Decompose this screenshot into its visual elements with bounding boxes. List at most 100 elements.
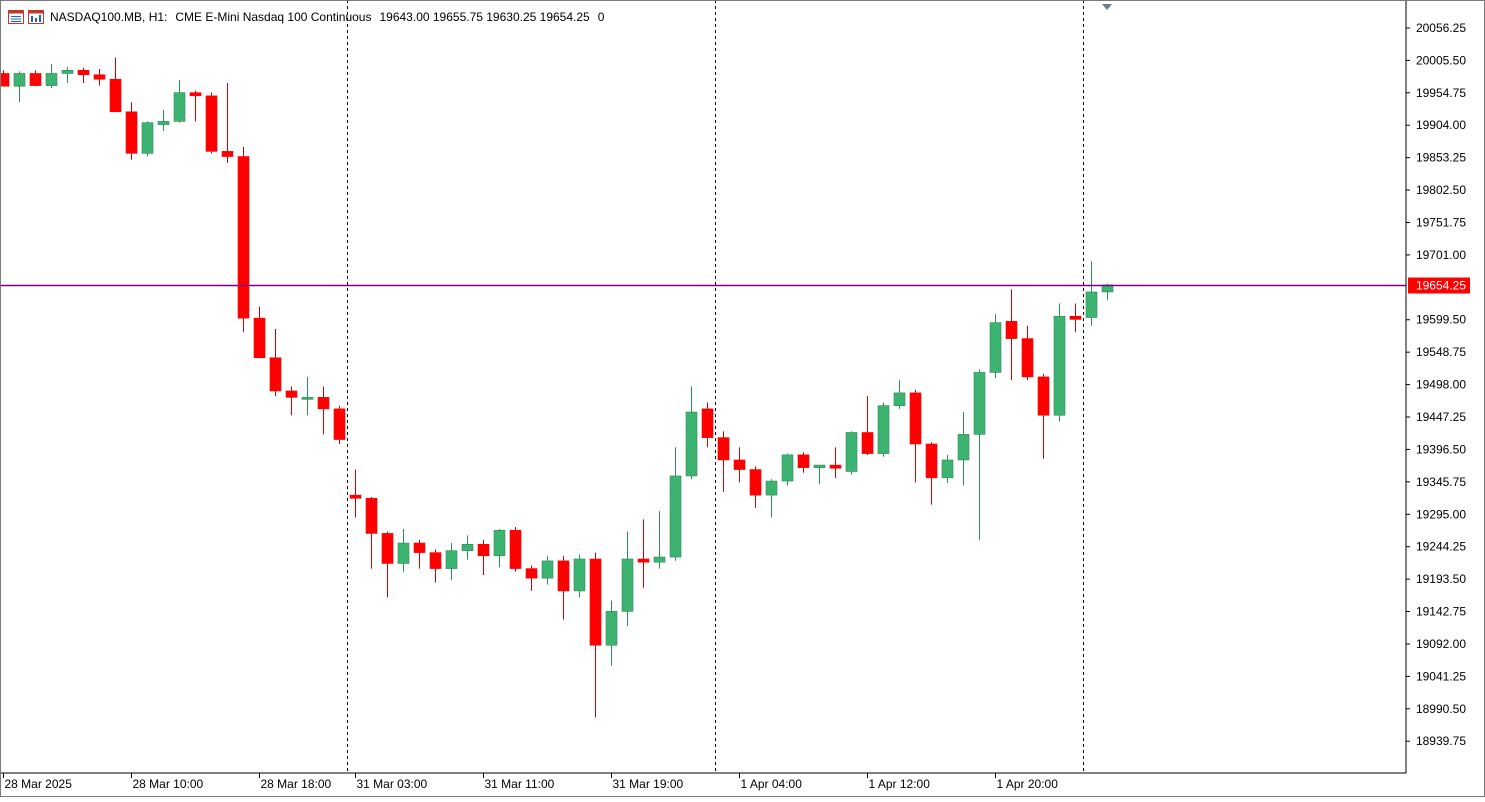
candle-body — [317, 397, 330, 410]
candle — [157, 109, 170, 131]
candle — [1005, 289, 1018, 381]
candle — [125, 102, 138, 160]
symbol-timeframe: NASDAQ100.MB, H1: — [50, 10, 168, 24]
candle-body — [989, 322, 1002, 373]
price-tick-label: 19599.50 — [1416, 313, 1466, 327]
candle — [733, 447, 746, 483]
candle — [989, 314, 1002, 379]
candle — [765, 479, 778, 518]
candle-body — [397, 542, 410, 564]
candle — [237, 146, 250, 333]
candle — [1021, 325, 1034, 381]
time-axis[interactable]: 28 Mar 2025 28 Mar 10:00 28 Mar 18:00 31 Ma… — [3, 773, 1059, 791]
candle-body — [685, 411, 698, 477]
candle-body — [973, 372, 986, 435]
price-axis[interactable]: 20056.25 20005.50 19954.75 19904.00 19853.25… — [1406, 21, 1466, 748]
candle-body — [749, 469, 762, 496]
current-price-tag-box — [1408, 277, 1470, 294]
price-tick-label: 19447.25 — [1416, 410, 1466, 424]
price-tick-label: 19954.75 — [1416, 86, 1466, 100]
price-tick-label: 19244.25 — [1416, 540, 1466, 554]
candle-body — [237, 156, 250, 319]
candle-body — [1085, 291, 1098, 318]
candle — [109, 57, 122, 113]
candle-body — [285, 390, 298, 398]
candle-body — [221, 151, 234, 157]
candle-body — [845, 432, 858, 472]
candle-body — [429, 552, 442, 569]
candle-body — [893, 392, 906, 406]
candle — [477, 539, 490, 575]
candle-body — [621, 558, 634, 612]
candle-body — [157, 121, 170, 125]
candle-body — [0, 73, 10, 87]
candle — [541, 555, 554, 585]
current-price-tag-label: 19654.25 — [1416, 279, 1466, 293]
candle-body — [77, 69, 90, 76]
candle-body — [637, 558, 650, 563]
price-tick-label: 19498.00 — [1416, 378, 1466, 392]
candle-body — [701, 408, 714, 438]
candle — [957, 412, 970, 486]
candle — [333, 405, 346, 444]
candle — [189, 90, 202, 122]
candle — [61, 67, 74, 84]
candle-body — [1037, 376, 1050, 416]
candle-body — [525, 568, 538, 579]
candle — [173, 79, 186, 123]
price-tick-label: 19548.75 — [1416, 345, 1466, 359]
candle-body — [653, 556, 666, 563]
chart-bars-icon[interactable] — [28, 10, 44, 24]
time-tick-label: 31 Mar 11:00 — [485, 777, 555, 791]
candle-body — [541, 560, 554, 579]
day-separators — [347, 0, 1084, 773]
candle-body — [1005, 321, 1018, 339]
candle — [1037, 373, 1050, 459]
candle-body — [13, 73, 26, 87]
scroll-marker-icon[interactable] — [1102, 4, 1112, 10]
price-tick-label: 20056.25 — [1416, 21, 1466, 35]
candle-body — [909, 392, 922, 445]
candle-body — [365, 497, 378, 534]
candle — [301, 376, 314, 416]
price-tick-label: 19193.50 — [1416, 572, 1466, 586]
candle-body — [125, 111, 138, 154]
time-tick-label: 28 Mar 10:00 — [133, 777, 204, 791]
candle-body — [109, 78, 122, 113]
candle-body — [941, 459, 954, 479]
candle — [701, 402, 714, 448]
candle — [509, 527, 522, 572]
candle — [1069, 303, 1082, 333]
candle — [397, 528, 410, 572]
candle-body — [413, 542, 426, 553]
candle — [429, 549, 442, 583]
time-tick-label: 28 Mar 18:00 — [261, 777, 332, 791]
candle — [285, 386, 298, 416]
candle-body — [669, 475, 682, 558]
candle-body — [1053, 315, 1066, 416]
candle — [669, 447, 682, 561]
candle-body — [733, 459, 746, 470]
price-tick-label: 19345.75 — [1416, 475, 1466, 489]
candle-body — [1021, 338, 1034, 378]
candle-body — [861, 432, 874, 454]
candle-body — [93, 74, 106, 80]
price-tick-label: 19142.75 — [1416, 605, 1466, 619]
candle — [653, 511, 666, 569]
candle-body — [189, 92, 202, 97]
candle-body — [925, 443, 938, 479]
candle — [525, 565, 538, 591]
price-tick-label: 19904.00 — [1416, 118, 1466, 132]
chart-header: NASDAQ100.MB, H1: CME E-Mini Nasdaq 100 … — [8, 8, 604, 26]
candle — [365, 497, 378, 569]
candle — [589, 552, 602, 718]
candle-body — [477, 543, 490, 557]
window-list-icon[interactable] — [8, 10, 24, 24]
candle — [381, 531, 394, 598]
candle — [797, 452, 810, 473]
price-tick-label: 18990.50 — [1416, 702, 1466, 716]
candle-body — [253, 317, 266, 359]
candle — [1053, 303, 1066, 422]
